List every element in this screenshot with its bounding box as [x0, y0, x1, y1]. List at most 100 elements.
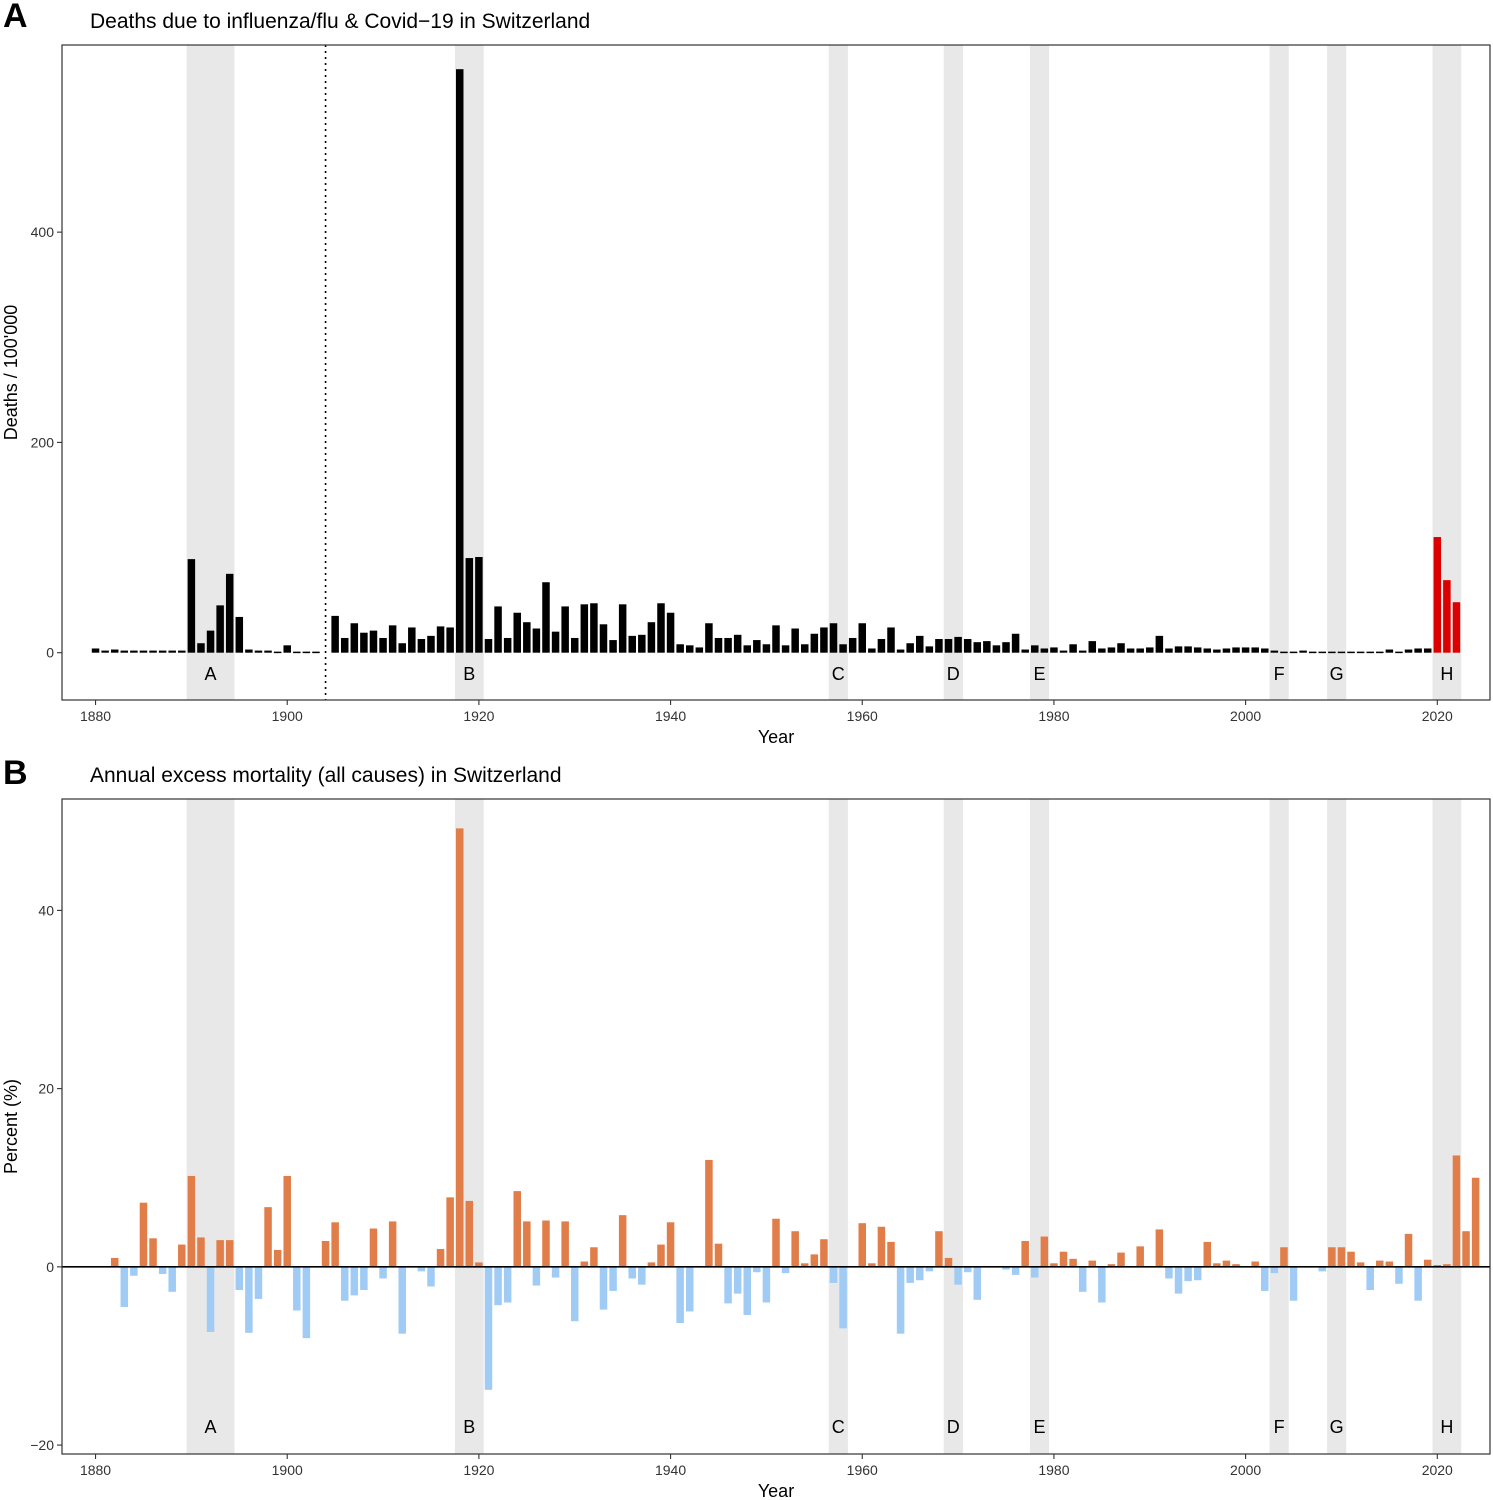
panel-b-bar-1919 [465, 1200, 474, 1267]
panel-a-bar-flu-1941 [676, 644, 684, 653]
panel-a-bar-flu-1887 [158, 650, 167, 653]
panel-b-bar-1928 [551, 1266, 560, 1278]
panel-b-bar-2014 [1376, 1260, 1384, 1267]
panel-b-bar-1982 [1069, 1258, 1077, 1267]
panel-a-bar-flu-1984 [1088, 641, 1097, 653]
panel-a-band-f [1269, 45, 1289, 700]
panel-b-bar-1893 [216, 1240, 224, 1267]
panel-a-y-tick-label-0: 0 [46, 645, 54, 661]
panel-b-bar-1967 [925, 1266, 934, 1272]
panel-b-bar-1946 [724, 1266, 732, 1304]
panel-b-bar-2008 [1318, 1266, 1327, 1272]
panel-a-bar-flu-1961 [868, 648, 876, 653]
panel-a-bar-flu-1919 [465, 558, 474, 653]
panel-b-bar-2003 [1270, 1266, 1279, 1274]
panel-a-bar-flu-1965 [906, 643, 914, 653]
panel-a-bar-flu-1976 [1011, 633, 1020, 653]
panel-b-bar-2016 [1395, 1266, 1403, 1284]
panel-a-bar-flu-1909 [369, 630, 378, 653]
panel-b-band-f [1269, 799, 1289, 1454]
panel-b-bar-1894 [225, 1240, 234, 1267]
panel-a-bar-flu-1999 [1232, 647, 1240, 653]
panel-b-bar-1954 [801, 1263, 809, 1267]
panel-a-bar-flu-1957 [829, 623, 838, 653]
panel-a-bar-flu-1971 [963, 639, 972, 653]
panel-b-x-tick-label-1940: 1940 [655, 1462, 686, 1478]
panel-a-letter: A [3, 0, 28, 35]
panel-b-bar-1916 [436, 1249, 445, 1267]
panel-a-bar-flu-1948 [743, 645, 751, 653]
panel-a-bar-flu-2017 [1404, 649, 1413, 653]
panel-a-x-tick-label-1900: 1900 [272, 708, 303, 724]
panel-b-bar-1993 [1174, 1266, 1183, 1294]
panel-b-bar-1889 [178, 1244, 186, 1267]
panel-a-bar-flu-1913 [408, 627, 416, 653]
panel-b-bar-1937 [638, 1266, 646, 1285]
panel-b-bar-1953 [791, 1231, 799, 1267]
panel-a-bar-flu-1936 [628, 635, 636, 653]
panel-a-bar-flu-2005 [1289, 651, 1298, 654]
panel-a-band-e [1029, 45, 1050, 700]
panel-b-bar-1934 [609, 1266, 617, 1291]
panel-b-bar-1972 [973, 1266, 982, 1300]
panel-b-bar-1977 [1021, 1241, 1029, 1267]
panel-a-bar-flu-1906 [340, 637, 349, 653]
panel-a-bar-flu-2012 [1356, 651, 1365, 654]
panel-b-bar-2010 [1337, 1247, 1346, 1267]
panel-a-band-g [1327, 45, 1347, 700]
panel-a-bar-flu-1972 [973, 642, 982, 653]
panel-a-bar-flu-1925 [523, 622, 531, 653]
panel-a-bar-flu-2013 [1366, 651, 1374, 654]
panel-a-bar-flu-1944 [705, 623, 713, 653]
panel-b-bar-1914 [417, 1266, 426, 1272]
panel-b-bar-1891 [197, 1237, 205, 1267]
panel-b-bar-1933 [599, 1266, 608, 1310]
panel-a-bar-flu-1917 [446, 627, 454, 653]
panel-b-bar-2011 [1347, 1251, 1355, 1267]
panel-b-bar-1899 [273, 1249, 282, 1267]
panel-a-bar-flu-1970 [954, 636, 962, 653]
panel-a-bar-flu-1881 [101, 650, 109, 653]
panel-b-bar-1901 [293, 1266, 301, 1311]
panel-b-bar-1927 [542, 1220, 550, 1267]
panel-a-bar-flu-1911 [388, 625, 397, 653]
panel-b-band-label-b: B [463, 1417, 475, 1437]
panel-a-bar-flu-1929 [561, 606, 569, 653]
panel-b-band-label-h: H [1440, 1417, 1453, 1437]
panel-a-bar-flu-2015 [1385, 649, 1394, 653]
panel-b-bar-1984 [1088, 1260, 1097, 1267]
panel-b-bar-1890 [187, 1175, 196, 1267]
panel-b-bar-1941 [676, 1266, 684, 1323]
panel-a-bar-flu-1920 [475, 557, 483, 653]
panel-a-bar-flu-1926 [532, 628, 541, 653]
panel-b-bar-1896 [245, 1266, 253, 1333]
panel-b-bar-2004 [1280, 1247, 1288, 1267]
panel-b-bar-1922 [494, 1266, 502, 1306]
panel-b-bar-1932 [590, 1247, 598, 1267]
panel-a-bar-flu-1945 [714, 637, 723, 653]
panel-a-y-tick-label-400: 400 [31, 224, 55, 240]
panel-b-bar-2013 [1366, 1266, 1374, 1291]
panel-b-bar-2020 [1433, 1265, 1442, 1267]
panel-a-bar-flu-1896 [245, 649, 253, 653]
panel-a-bar-flu-1889 [178, 650, 186, 653]
panel-b-bar-1904 [321, 1241, 330, 1267]
panel-a-bar-flu-1882 [110, 649, 119, 653]
panel-a-bar-flu-1978 [1031, 645, 1039, 653]
panel-a-bar-flu-1902 [302, 651, 311, 654]
panel-b-bar-1966 [916, 1266, 924, 1281]
panel-b-bar-1918 [455, 828, 464, 1267]
panel-a-bar-flu-2003 [1270, 650, 1279, 653]
panel-b-bar-1980 [1050, 1263, 1058, 1267]
panel-a-x-tick-label-1880: 1880 [80, 708, 111, 724]
panel-a-bar-flu-1952 [781, 645, 790, 653]
panel-a-band-label-g: G [1330, 664, 1344, 684]
panel-a-y-axis-title: Deaths / 100'000 [1, 305, 21, 441]
panel-b-bar-1911 [388, 1221, 397, 1267]
panel-b-bar-2009 [1328, 1247, 1336, 1267]
panel-b-bar-1969 [944, 1257, 953, 1267]
panel-b-bar-2023 [1462, 1231, 1470, 1267]
panel-b-bar-1997 [1213, 1263, 1221, 1267]
panel-a-bar-flu-1935 [618, 604, 627, 653]
panel-b-y-tick-label-40: 40 [38, 902, 54, 918]
